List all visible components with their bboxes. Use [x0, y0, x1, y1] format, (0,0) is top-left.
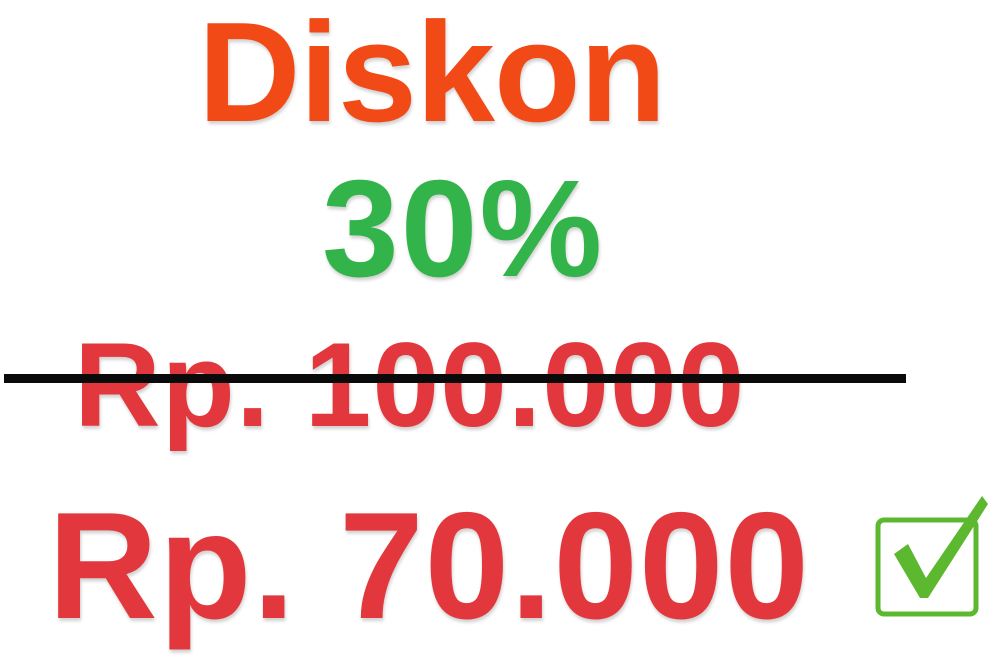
checkbox-check-icon	[875, 496, 988, 617]
discount-title: Diskon	[198, 0, 666, 152]
discount-percent: 30%	[322, 152, 605, 306]
original-price: Rp. 100.000	[74, 318, 746, 452]
discounted-price: Rp. 70.000	[48, 481, 810, 651]
strikethrough-line	[4, 374, 906, 383]
